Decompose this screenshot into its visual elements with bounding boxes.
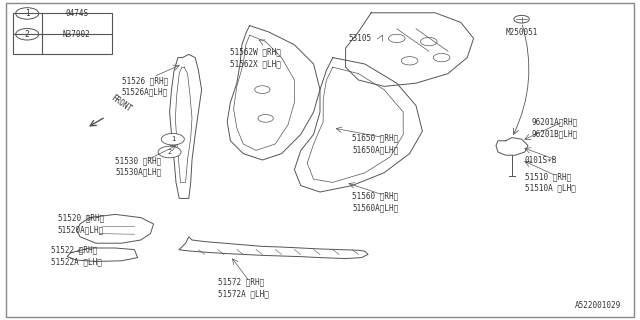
Text: 51530 〈RH〉
51530A〈LH〉: 51530 〈RH〉 51530A〈LH〉 [115, 156, 161, 177]
Text: 51650 〈RH〉
51650A〈LH〉: 51650 〈RH〉 51650A〈LH〉 [352, 134, 398, 155]
Text: 51522 〈RH〉
51522A 〈LH〉: 51522 〈RH〉 51522A 〈LH〉 [51, 246, 102, 266]
Text: 0474S: 0474S [65, 9, 88, 18]
Text: 2: 2 [25, 30, 29, 39]
Text: N37002: N37002 [63, 30, 91, 39]
Circle shape [158, 146, 181, 158]
Text: 51572 〈RH〉
51572A 〈LH〉: 51572 〈RH〉 51572A 〈LH〉 [218, 278, 268, 298]
Text: 51562W 〈RH〉
51562X 〈LH〉: 51562W 〈RH〉 51562X 〈LH〉 [230, 47, 281, 68]
Text: 53105: 53105 [349, 34, 372, 43]
Text: 51520 〈RH〉
51520A〈LH〉: 51520 〈RH〉 51520A〈LH〉 [58, 214, 104, 234]
Text: 51526 〈RH〉
51526A〈LH〉: 51526 〈RH〉 51526A〈LH〉 [122, 76, 168, 97]
Text: 51560 〈RH〉
51560A〈LH〉: 51560 〈RH〉 51560A〈LH〉 [352, 191, 398, 212]
Circle shape [161, 133, 184, 145]
Text: 1: 1 [171, 136, 175, 142]
Text: 51510 〈RH〉
51510A 〈LH〉: 51510 〈RH〉 51510A 〈LH〉 [525, 172, 575, 193]
Text: 1: 1 [25, 9, 29, 18]
Text: 96201A〈RH〉
96201B〈LH〉: 96201A〈RH〉 96201B〈LH〉 [531, 118, 577, 139]
Text: FRONT: FRONT [109, 93, 133, 114]
Text: 2: 2 [168, 149, 172, 155]
Text: A522001029: A522001029 [575, 301, 621, 310]
Text: 0101S∗B: 0101S∗B [525, 156, 557, 164]
Text: M250051: M250051 [506, 28, 538, 36]
